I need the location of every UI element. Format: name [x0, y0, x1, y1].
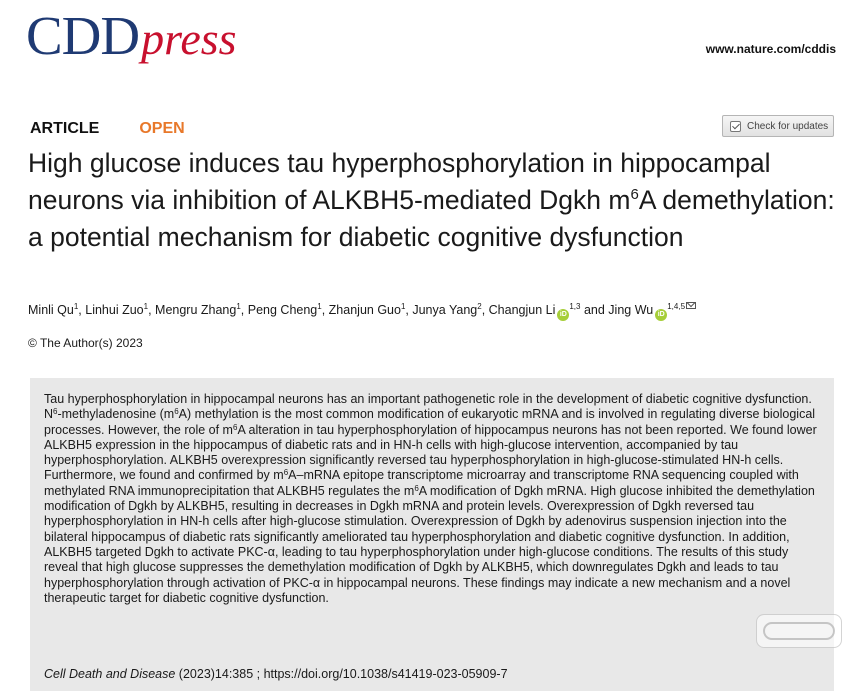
article-title: High glucose induces tau hyperphosphoryl… — [28, 145, 843, 256]
journal-url-link[interactable]: www.nature.com/cddis — [705, 42, 836, 56]
title-superscript: 6 — [630, 186, 639, 203]
title-part-2: A demethylation: a potential mechanism f… — [28, 185, 835, 252]
check-updates-icon — [730, 120, 741, 132]
abstract-text: Tau hyperphosphorylation in hippocampal … — [44, 392, 817, 605]
cdd-press-logo[interactable]: CDDpress — [26, 5, 237, 66]
author-link[interactable]: Mengru Zhang1 — [155, 302, 241, 318]
abstract-panel: Tau hyperphosphorylation in hippocampal … — [30, 378, 834, 691]
check-for-updates-button[interactable]: Check for updates — [722, 115, 834, 137]
author-link[interactable]: Junya Yang2 — [412, 302, 482, 318]
article-type-row: ARTICLE OPEN — [30, 120, 185, 138]
article-type-label: ARTICLE — [30, 120, 100, 137]
email-icon[interactable] — [686, 302, 697, 309]
journal-name: Cell Death and Disease — [44, 667, 176, 681]
logo-word: press — [141, 13, 237, 64]
watermark-logo — [756, 614, 842, 648]
watermark-shape — [763, 622, 835, 640]
logo-brand: CDD — [26, 5, 140, 66]
author-link[interactable]: Minli Qu1 — [28, 302, 79, 318]
author-list: Minli Qu1, Linhui Zuo1, Mengru Zhang1, P… — [28, 302, 848, 321]
author-link[interactable]: Linhui Zuo1 — [85, 302, 149, 318]
copyright-notice: © The Author(s) 2023 — [28, 336, 143, 350]
author-link[interactable]: Peng Cheng1 — [247, 302, 322, 318]
check-for-updates-label: Check for updates — [747, 120, 829, 132]
open-access-label: OPEN — [139, 120, 185, 137]
title-part-1: High glucose induces tau hyperphosphoryl… — [28, 148, 771, 215]
author-link[interactable]: Changjun Li iD1,3 — [489, 303, 580, 321]
orcid-icon[interactable]: iD — [557, 309, 570, 321]
author-link[interactable]: Zhanjun Guo1 — [328, 302, 406, 318]
orcid-icon[interactable]: iD — [655, 309, 668, 321]
doi-link[interactable]: (2023)14:385 ; https://doi.org/10.1038/s… — [175, 667, 508, 681]
author-link[interactable]: Jing Wu iD1,4,5 — [608, 302, 697, 321]
citation-line: Cell Death and Disease (2023)14:385 ; ht… — [44, 667, 508, 681]
